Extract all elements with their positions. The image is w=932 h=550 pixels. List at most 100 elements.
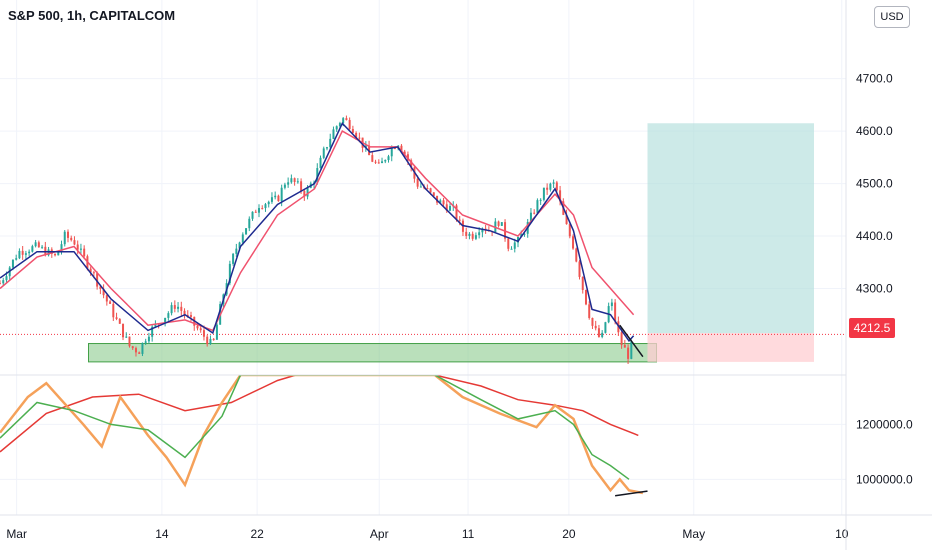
last-price-tag: 4212.5 <box>849 318 895 338</box>
candle <box>568 224 571 237</box>
candle <box>57 251 60 256</box>
candle <box>384 160 387 162</box>
candle <box>37 242 40 248</box>
candle <box>442 200 445 205</box>
candle <box>390 148 393 157</box>
candle <box>138 352 141 354</box>
candle <box>468 233 471 236</box>
candle <box>322 148 325 158</box>
candle <box>533 212 536 214</box>
candle <box>11 259 14 268</box>
candle <box>500 222 503 226</box>
candle <box>614 302 617 322</box>
candle <box>31 246 34 252</box>
candle <box>283 184 286 188</box>
x-tick-label: May <box>682 527 705 541</box>
candle <box>177 306 180 309</box>
candle <box>183 310 186 315</box>
x-tick-label: 14 <box>155 527 169 541</box>
chart-title: S&P 500, 1h, CAPITALCOM <box>8 8 176 23</box>
candle <box>141 342 144 354</box>
candle <box>131 346 134 349</box>
candle <box>122 323 125 338</box>
candle <box>41 246 44 248</box>
candle <box>426 188 429 190</box>
candle <box>507 238 510 249</box>
candle <box>588 304 591 318</box>
candle <box>306 187 309 197</box>
candle <box>170 305 173 314</box>
volume-fast-line <box>0 375 630 480</box>
candle <box>0 283 1 285</box>
candle <box>202 330 205 337</box>
candle <box>287 182 290 185</box>
y-tick-label: 4600.0 <box>856 124 893 138</box>
candle <box>517 237 519 243</box>
candle <box>144 341 147 343</box>
candle <box>245 228 248 235</box>
candle <box>449 206 452 211</box>
candle <box>118 318 121 324</box>
candle <box>513 242 516 249</box>
candle <box>274 195 277 198</box>
volume-raw-line <box>0 375 644 495</box>
y-tick-label: 4400.0 <box>856 229 893 243</box>
candle <box>270 197 273 202</box>
candle <box>381 161 384 164</box>
candle <box>73 240 76 245</box>
candle <box>578 261 581 277</box>
candle <box>280 187 283 202</box>
candle <box>215 324 218 340</box>
candle <box>99 286 102 289</box>
candle <box>474 235 477 239</box>
candle <box>206 336 209 345</box>
candle <box>15 258 18 260</box>
candle <box>125 336 128 338</box>
candle <box>293 178 296 182</box>
candle <box>102 288 105 296</box>
candle <box>261 208 264 210</box>
candle <box>445 204 448 211</box>
candle <box>5 276 8 281</box>
vol-tick-label: 1000000.0 <box>856 472 913 486</box>
candle <box>565 214 568 225</box>
candle <box>63 231 66 245</box>
moving-averages <box>0 121 644 358</box>
candle <box>316 168 319 183</box>
vol-tick-label: 1200000.0 <box>856 417 913 431</box>
candle <box>254 211 257 213</box>
candle <box>199 328 202 331</box>
candle <box>212 338 215 340</box>
candle <box>591 317 594 326</box>
candle <box>180 306 183 311</box>
candle <box>60 244 63 252</box>
candle <box>523 233 526 235</box>
support-zone <box>88 343 657 363</box>
candle <box>319 157 322 169</box>
candle <box>235 248 238 254</box>
x-tick-label: 10 <box>835 527 849 541</box>
candle <box>76 244 79 250</box>
candle <box>529 212 532 223</box>
candle <box>105 295 108 302</box>
candle <box>34 242 37 247</box>
candle <box>351 129 354 133</box>
currency-button[interactable]: USD <box>874 6 910 28</box>
candle <box>342 118 345 124</box>
candle <box>355 132 358 138</box>
candle <box>18 250 21 259</box>
candle <box>601 332 604 337</box>
candle <box>134 348 137 353</box>
candle <box>575 248 578 262</box>
x-tick-label: Mar <box>6 527 27 541</box>
volume-slow-line <box>0 375 639 453</box>
candle <box>403 151 406 155</box>
candle <box>455 205 458 220</box>
stop-zone <box>647 333 814 362</box>
candle <box>393 148 396 150</box>
candle <box>510 248 513 250</box>
x-tick-label: 22 <box>250 527 264 541</box>
candle <box>248 218 251 229</box>
candle <box>89 268 92 273</box>
